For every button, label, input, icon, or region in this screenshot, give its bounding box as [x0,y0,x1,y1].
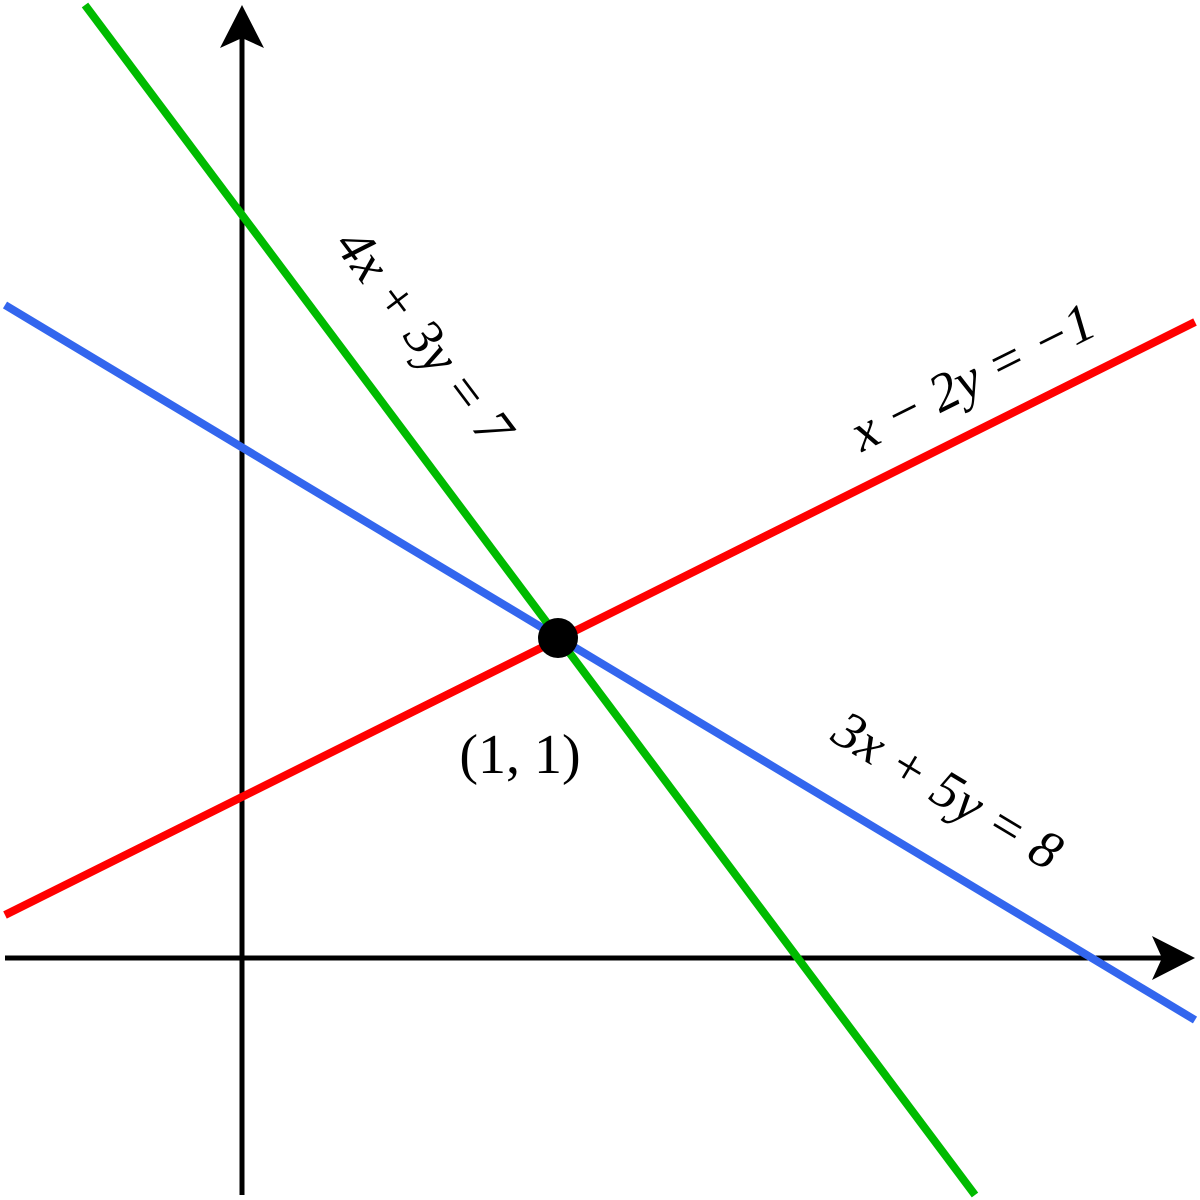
green-equation: 4x + 3y = 7 [324,216,527,458]
green-line [81,2,979,1198]
intersection-point [538,618,578,658]
blue-line [2,301,1198,1024]
y-axis-arrow [220,5,264,48]
blue-equation: 3x + 5y = 8 [822,698,1073,882]
red-line [3,318,1197,919]
point-label: (1, 1) [459,724,580,786]
red-equation: x − 2y = −1 [840,291,1105,464]
x-axis-arrow [1152,936,1195,980]
